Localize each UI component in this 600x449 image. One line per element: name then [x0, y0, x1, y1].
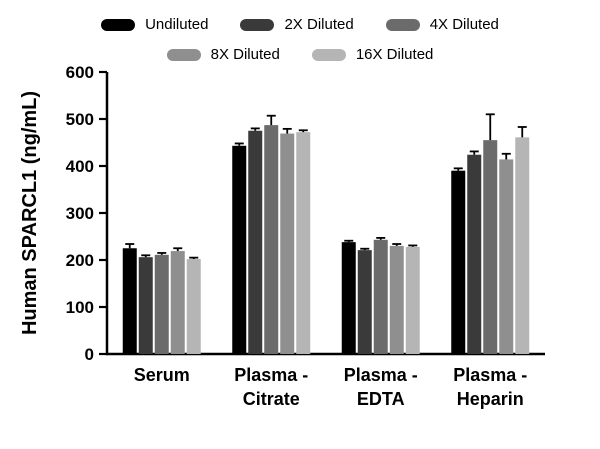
- legend-label: Undiluted: [145, 16, 209, 33]
- bar: [138, 257, 153, 354]
- bar: [389, 245, 404, 354]
- bar: [451, 170, 466, 354]
- legend-row: 8X Diluted 16X Diluted: [166, 46, 434, 63]
- bar: [467, 154, 482, 354]
- legend-row: Undiluted 2X Diluted 4X Diluted: [101, 16, 499, 33]
- x-category-label: Plasma -EDTA: [344, 365, 418, 409]
- x-category-label: Serum: [134, 365, 190, 385]
- bar: [186, 259, 201, 354]
- legend-label: 4X Diluted: [429, 16, 499, 33]
- legend-marker: [385, 18, 420, 31]
- bar: [248, 130, 263, 354]
- bar: [373, 239, 388, 354]
- bar: [232, 145, 247, 354]
- bar: [357, 250, 372, 354]
- legend-label: 8X Diluted: [210, 46, 280, 63]
- y-tick-label: 0: [85, 345, 94, 364]
- legend-marker: [166, 48, 201, 61]
- bar: [341, 242, 356, 354]
- y-tick-label: 500: [66, 110, 94, 129]
- y-tick-label: 600: [66, 63, 94, 82]
- bar: [264, 125, 279, 354]
- legend-label: 16X Diluted: [355, 46, 434, 63]
- legend-item: 4X Diluted: [385, 16, 499, 33]
- x-category-label: Plasma -Citrate: [234, 365, 308, 409]
- bar: [483, 140, 498, 354]
- legend-item: 8X Diluted: [166, 46, 280, 63]
- bar: [280, 133, 295, 354]
- bar: [499, 159, 514, 354]
- bar: [154, 254, 169, 354]
- legend-label: 2X Diluted: [284, 16, 354, 33]
- legend-marker: [311, 48, 346, 61]
- legend-marker: [101, 18, 136, 31]
- chart-legend: Undiluted 2X Diluted 4X Diluted 8X Diluted 1…: [0, 16, 600, 63]
- legend-marker: [240, 18, 275, 31]
- bar: [170, 251, 185, 354]
- y-tick-label: 400: [66, 157, 94, 176]
- y-tick-label: 100: [66, 298, 94, 317]
- y-axis-label: Human SPARCL1 (ng/mL): [19, 91, 41, 335]
- y-tick-label: 200: [66, 251, 94, 270]
- legend-item: 16X Diluted: [311, 46, 434, 63]
- bar: [405, 246, 420, 354]
- legend-item: Undiluted: [101, 16, 208, 33]
- bar: [122, 248, 137, 354]
- x-category-label: Plasma -Heparin: [453, 365, 527, 409]
- bar: [515, 137, 530, 354]
- legend-item: 2X Diluted: [240, 16, 354, 33]
- y-tick-label: 300: [66, 204, 94, 223]
- bar: [296, 132, 311, 354]
